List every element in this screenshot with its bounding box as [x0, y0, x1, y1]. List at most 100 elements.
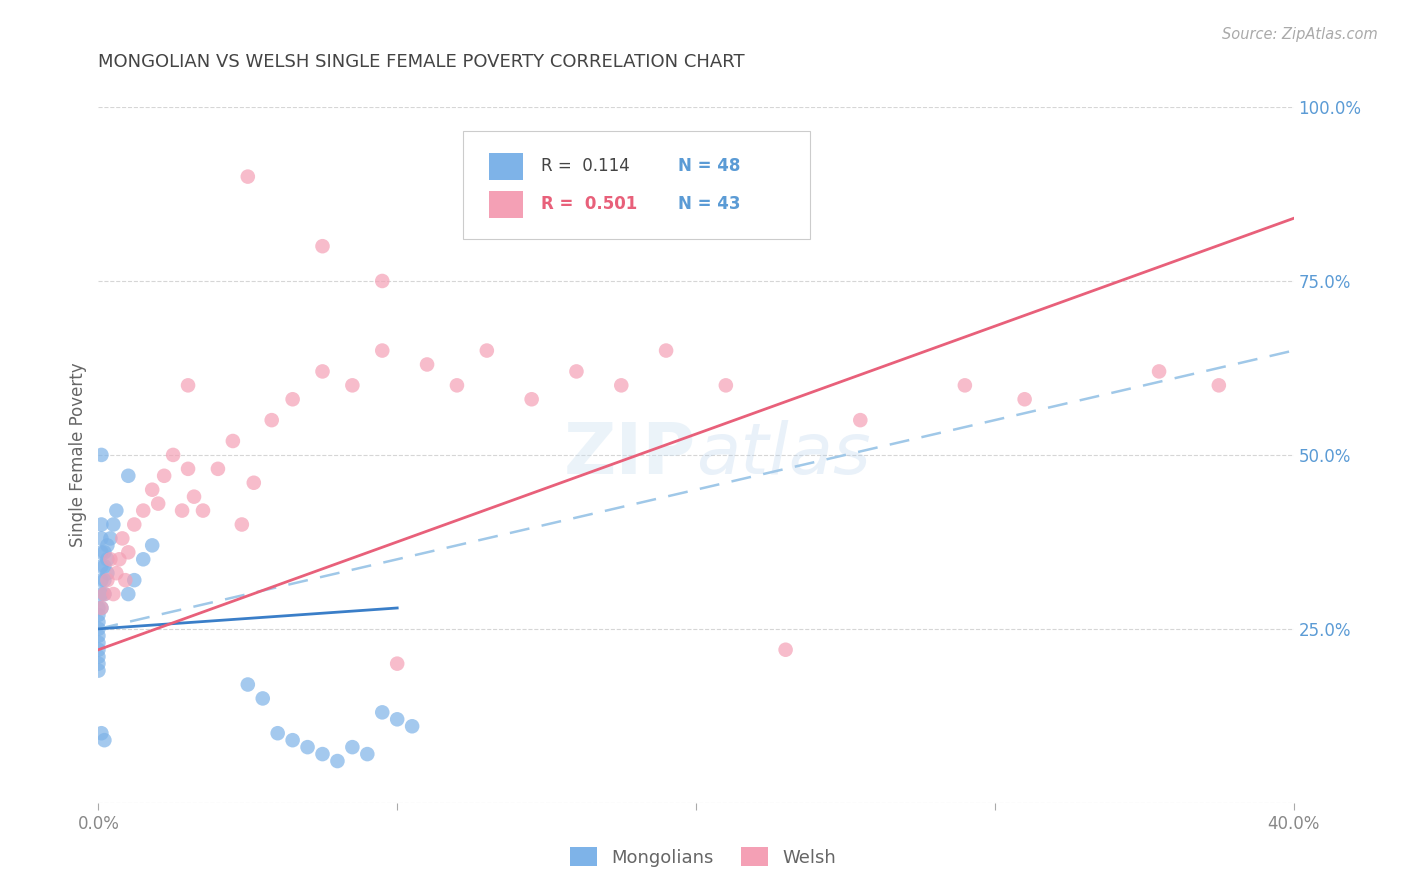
Point: [90, 559, 112, 574]
Point: [124, 573, 146, 587]
Text: N = 43: N = 43: [678, 195, 741, 213]
Point: [93, 733, 115, 747]
Point: [87, 636, 110, 650]
Point: [90, 532, 112, 546]
Legend: Mongolians, Welsh: Mongolians, Welsh: [562, 840, 844, 874]
Point: [311, 239, 333, 253]
Point: [183, 490, 205, 504]
Point: [90, 726, 112, 740]
Point: [90, 573, 112, 587]
Point: [655, 343, 678, 358]
Point: [103, 587, 125, 601]
Point: [87, 629, 110, 643]
Point: [96, 573, 118, 587]
Point: [281, 392, 304, 407]
Point: [953, 378, 976, 392]
Point: [297, 740, 319, 755]
Point: [87, 622, 110, 636]
Text: MONGOLIAN VS WELSH SINGLE FEMALE POVERTY CORRELATION CHART: MONGOLIAN VS WELSH SINGLE FEMALE POVERTY…: [98, 54, 745, 71]
Point: [111, 532, 134, 546]
Point: [100, 552, 122, 566]
Text: R =  0.114: R = 0.114: [540, 157, 630, 175]
Point: [114, 573, 136, 587]
Point: [90, 601, 112, 615]
Point: [93, 559, 115, 574]
Point: [385, 712, 409, 726]
Point: [231, 517, 253, 532]
FancyBboxPatch shape: [489, 153, 523, 180]
Point: [96, 566, 118, 581]
Point: [1014, 392, 1036, 407]
Point: [281, 733, 304, 747]
Point: [117, 468, 139, 483]
Point: [342, 378, 364, 392]
Point: [103, 517, 125, 532]
Point: [177, 378, 200, 392]
Point: [96, 538, 118, 552]
Point: [475, 343, 498, 358]
Point: [172, 503, 194, 517]
Point: [371, 274, 394, 288]
Point: [260, 413, 283, 427]
Point: [311, 747, 333, 761]
Point: [105, 566, 128, 581]
Point: [93, 573, 115, 587]
Point: [105, 503, 128, 517]
Point: [714, 378, 737, 392]
Text: Source: ZipAtlas.com: Source: ZipAtlas.com: [1222, 27, 1378, 42]
Point: [117, 587, 139, 601]
Point: [849, 413, 872, 427]
Point: [93, 587, 115, 601]
Point: [565, 364, 588, 378]
Point: [1208, 378, 1230, 392]
Text: N = 48: N = 48: [678, 157, 741, 175]
Point: [610, 378, 633, 392]
Y-axis label: Single Female Poverty: Single Female Poverty: [69, 363, 87, 547]
Point: [1147, 364, 1170, 378]
Point: [252, 691, 274, 706]
Point: [90, 601, 112, 615]
Point: [117, 545, 139, 559]
Point: [356, 747, 378, 761]
Point: [207, 462, 229, 476]
Point: [96, 552, 118, 566]
Point: [775, 642, 797, 657]
Text: R =  0.501: R = 0.501: [540, 195, 637, 213]
Point: [371, 706, 394, 720]
Point: [222, 434, 245, 448]
Point: [371, 343, 394, 358]
Point: [148, 497, 170, 511]
Point: [153, 468, 176, 483]
Point: [177, 462, 200, 476]
Point: [90, 545, 112, 559]
Point: [326, 754, 349, 768]
FancyBboxPatch shape: [463, 131, 810, 239]
FancyBboxPatch shape: [489, 191, 523, 219]
Point: [93, 587, 115, 601]
Point: [162, 448, 184, 462]
Point: [267, 726, 290, 740]
Point: [446, 378, 468, 392]
Point: [87, 642, 110, 657]
Point: [90, 448, 112, 462]
Point: [93, 545, 115, 559]
Point: [243, 475, 266, 490]
Point: [141, 538, 163, 552]
Point: [385, 657, 409, 671]
Text: ZIP: ZIP: [564, 420, 696, 490]
Point: [236, 169, 259, 184]
Point: [132, 503, 155, 517]
Point: [124, 517, 146, 532]
Point: [236, 677, 259, 691]
Point: [87, 664, 110, 678]
Point: [108, 552, 131, 566]
Point: [90, 517, 112, 532]
Point: [416, 358, 439, 372]
Point: [401, 719, 423, 733]
Point: [141, 483, 163, 497]
Point: [87, 657, 110, 671]
Point: [87, 607, 110, 622]
Point: [520, 392, 543, 407]
Point: [87, 649, 110, 664]
Point: [191, 503, 214, 517]
